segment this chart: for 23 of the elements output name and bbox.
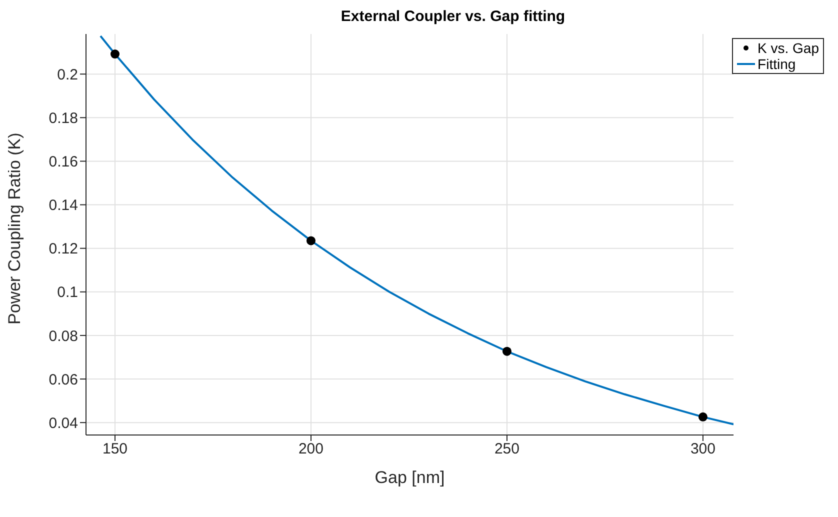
y-tick-label: 0.12 [48, 240, 78, 258]
point [698, 412, 708, 422]
x-tick-label: 200 [298, 440, 324, 458]
y-tick-label: 0.14 [48, 197, 78, 214]
y-tick-label: 0.1 [57, 284, 78, 302]
y-tick-label: 0.04 [48, 414, 78, 432]
point [110, 50, 120, 59]
chart-title: External Coupler vs. Gap fitting [340, 8, 566, 27]
x-tick-label: 300 [690, 440, 716, 458]
y-axis-title: Power Coupling Ratio (K) [5, 132, 24, 324]
x-tick-label: 150 [102, 440, 128, 458]
legend-label: Fitting [758, 56, 796, 72]
x-axis-title: Gap [nm] [374, 468, 445, 487]
y-tick-label: 0.16 [48, 154, 78, 171]
point [306, 236, 316, 246]
y-tick-label: 0.06 [48, 371, 78, 388]
y-tick-label: 0.08 [48, 328, 78, 345]
y-tick-label: 0.18 [48, 110, 78, 127]
line-series [100, 34, 734, 426]
point [502, 346, 512, 356]
x-tick-label: 250 [494, 440, 520, 458]
y-tick-label: 0.2 [57, 66, 78, 84]
legend-label: K vs. Gap [758, 40, 819, 56]
